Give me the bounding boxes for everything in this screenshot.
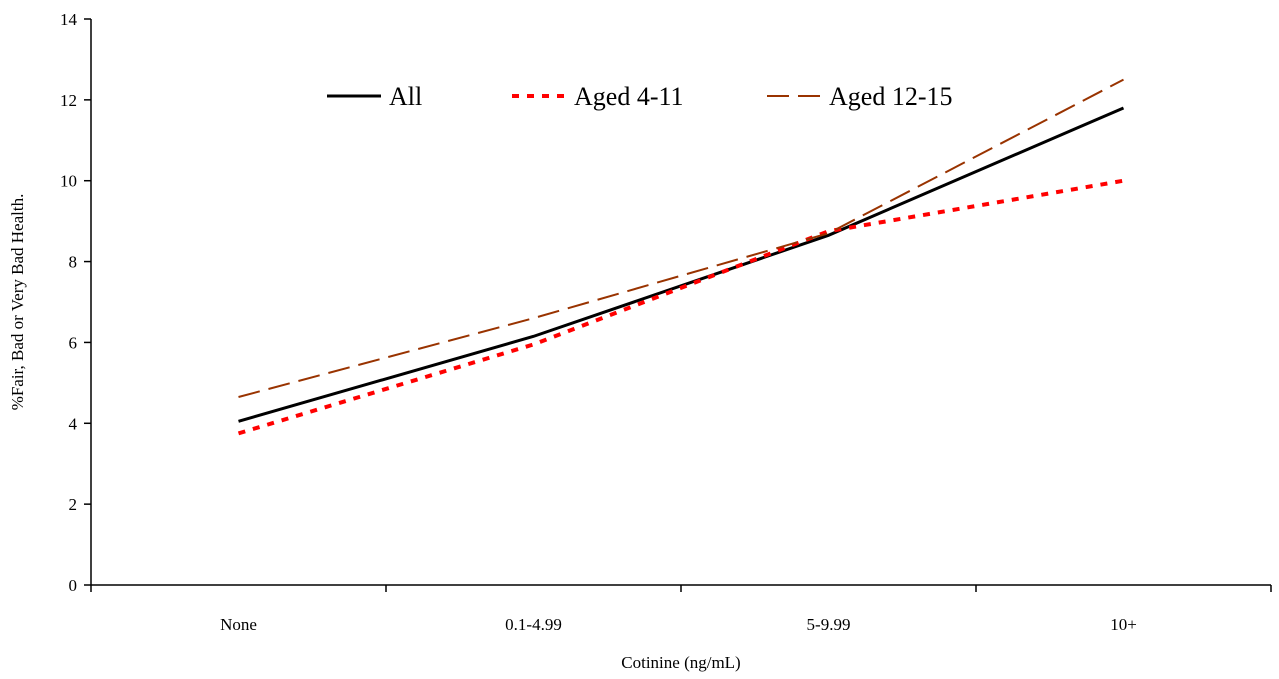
series-lines [237, 78, 1125, 436]
y-tick-label: 4 [69, 414, 78, 433]
y-tick-label: 2 [69, 495, 78, 514]
x-ticks: None 0.1-4.99 5-9.99 10+ [90, 585, 1272, 634]
x-tick-label: 5-9.99 [807, 615, 851, 634]
legend-label-2: Aged 4-11 [574, 82, 684, 111]
legend: All Aged 4-11 Aged 12-15 [327, 82, 952, 111]
legend-label-3: Aged 12-15 [829, 82, 952, 111]
series-line-1 [238, 106, 1125, 423]
y-tick-label: 8 [69, 253, 78, 272]
y-tick-label: 6 [69, 333, 78, 352]
x-tick-label: 10+ [1110, 615, 1137, 634]
y-tick-label: 12 [60, 91, 77, 110]
y-tick-label: 10 [60, 172, 77, 191]
y-tick-label: 14 [60, 10, 78, 29]
legend-label-1: All [389, 82, 422, 111]
x-axis-title: Cotinine (ng/mL) [621, 653, 740, 672]
series-line-3 [238, 78, 1124, 398]
x-tick-label: None [220, 615, 257, 634]
series-line-2 [237, 178, 1124, 436]
x-tick-label: 0.1-4.99 [505, 615, 562, 634]
y-tick-label: 0 [69, 576, 78, 595]
y-ticks: 0 2 4 6 8 10 12 14 [60, 10, 91, 595]
y-axis-title: %Fair, Bad or Very Bad Health. [8, 194, 27, 411]
